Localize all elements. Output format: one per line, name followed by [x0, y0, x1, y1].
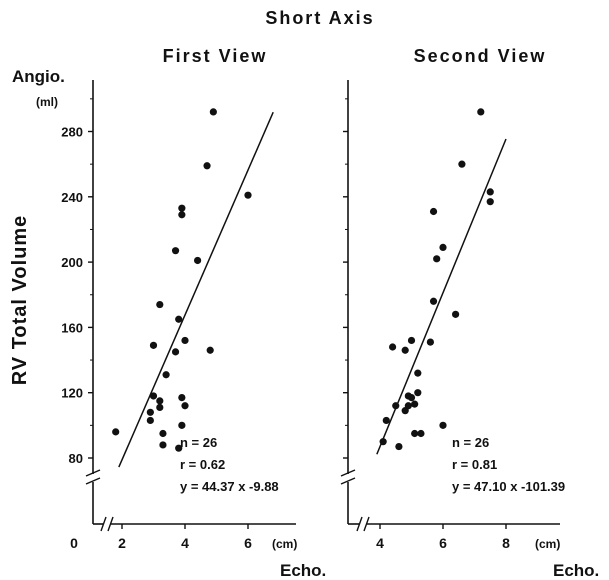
data-point: [159, 441, 166, 448]
data-point: [178, 422, 185, 429]
y-tick-label: 160: [61, 320, 83, 335]
data-point: [194, 257, 201, 264]
x-tick-label: 6: [244, 535, 252, 551]
stat-n: n = 26: [180, 435, 217, 450]
stat-r: r = 0.62: [180, 457, 225, 472]
data-point: [380, 438, 387, 445]
y-tick-label: 80: [69, 451, 83, 466]
data-point: [458, 161, 465, 168]
data-point: [433, 255, 440, 262]
data-point: [477, 108, 484, 115]
data-point: [392, 402, 399, 409]
x-axis-name: Echo.: [553, 561, 599, 580]
data-point: [487, 188, 494, 195]
data-point: [172, 348, 179, 355]
data-point: [414, 370, 421, 377]
data-point: [430, 298, 437, 305]
panel-title: Second View: [414, 46, 547, 66]
x-tick-label: 4: [181, 535, 189, 551]
data-point: [395, 443, 402, 450]
x-unit-label: (cm): [535, 537, 560, 551]
data-point: [408, 337, 415, 344]
y-axis-name: Angio.: [12, 67, 65, 86]
data-point: [156, 301, 163, 308]
data-point: [150, 342, 157, 349]
data-point: [439, 422, 446, 429]
data-point: [244, 192, 251, 199]
data-point: [402, 347, 409, 354]
regression-line: [119, 112, 273, 467]
y-tick-label: 200: [61, 255, 83, 270]
data-point: [150, 392, 157, 399]
x-tick-label: 2: [118, 535, 126, 551]
stat-equation: y = 47.10 x -101.39: [452, 479, 565, 494]
x-unit-label: (cm): [272, 537, 297, 551]
data-point: [178, 211, 185, 218]
data-point: [147, 409, 154, 416]
data-point: [181, 337, 188, 344]
data-point: [156, 397, 163, 404]
y-tick-label: 280: [61, 125, 83, 140]
data-point: [203, 162, 210, 169]
stat-n: n = 26: [452, 435, 489, 450]
x-axis-name: Echo.: [280, 561, 326, 580]
x-tick-label: 8: [502, 535, 510, 551]
data-point: [159, 430, 166, 437]
data-point: [181, 402, 188, 409]
data-point: [207, 347, 214, 354]
data-point: [178, 205, 185, 212]
data-point: [383, 417, 390, 424]
y-unit-label: (ml): [36, 95, 58, 109]
panel-second-view: Second View (cm) Echo. n = 26 r = 0.81 y…: [341, 46, 599, 580]
data-point: [414, 389, 421, 396]
figure-title: Short Axis: [265, 8, 374, 28]
y-origin-label: 0: [70, 535, 78, 551]
data-point: [210, 108, 217, 115]
x-tick-label: 4: [376, 535, 384, 551]
data-point: [147, 417, 154, 424]
data-point: [411, 401, 418, 408]
data-point: [417, 430, 424, 437]
data-point: [175, 316, 182, 323]
y-tick-label: 120: [61, 386, 83, 401]
stat-r: r = 0.81: [452, 457, 497, 472]
stat-equation: y = 44.37 x -9.88: [180, 479, 279, 494]
data-point: [408, 394, 415, 401]
data-point: [389, 343, 396, 350]
data-point: [452, 311, 459, 318]
data-point: [439, 244, 446, 251]
y-tick-label: 240: [61, 190, 83, 205]
data-point: [178, 394, 185, 401]
data-point: [405, 402, 412, 409]
panel-first-view: First View (cm) Echo. n = 26 r = 0.62 y …: [61, 46, 326, 580]
data-point: [411, 430, 418, 437]
y-axis-title: RV Total Volume: [9, 215, 31, 386]
data-point: [163, 371, 170, 378]
panel-title: First View: [163, 46, 268, 66]
data-point: [156, 404, 163, 411]
data-point: [487, 198, 494, 205]
data-point: [112, 428, 119, 435]
data-point: [175, 445, 182, 452]
x-tick-label: 6: [439, 535, 447, 551]
data-point: [430, 208, 437, 215]
data-point: [427, 338, 434, 345]
data-point: [172, 247, 179, 254]
